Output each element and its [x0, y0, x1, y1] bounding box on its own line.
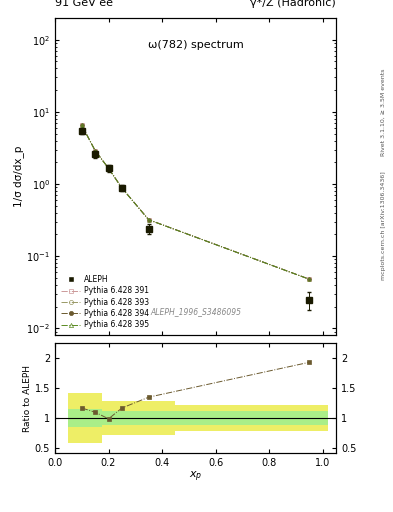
Legend: ALEPH, Pythia 6.428 391, Pythia 6.428 393, Pythia 6.428 394, Pythia 6.428 395: ALEPH, Pythia 6.428 391, Pythia 6.428 39… [59, 273, 151, 332]
Text: 91 GeV ee: 91 GeV ee [55, 0, 113, 8]
Text: Rivet 3.1.10, ≥ 3.5M events: Rivet 3.1.10, ≥ 3.5M events [381, 69, 386, 156]
Text: γ*/Z (Hadronic): γ*/Z (Hadronic) [250, 0, 336, 8]
X-axis label: $x_p$: $x_p$ [189, 470, 202, 484]
Text: ALEPH_1996_S3486095: ALEPH_1996_S3486095 [150, 307, 241, 316]
Text: mcplots.cern.ch [arXiv:1306.3436]: mcplots.cern.ch [arXiv:1306.3436] [381, 171, 386, 280]
Y-axis label: Ratio to ALEPH: Ratio to ALEPH [23, 365, 32, 432]
Y-axis label: 1/σ dσ/dx_p: 1/σ dσ/dx_p [13, 146, 24, 207]
Text: ω(782) spectrum: ω(782) spectrum [148, 40, 243, 50]
